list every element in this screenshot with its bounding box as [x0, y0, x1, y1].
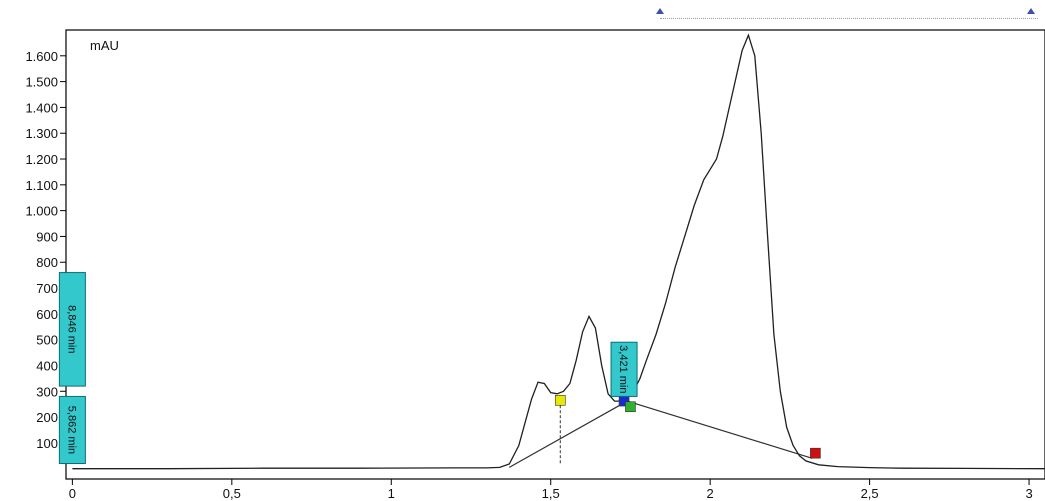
peak-labels[interactable]: 8,846 min 5,862 min 3,421 min	[58, 272, 638, 465]
y-tick-label: 500	[36, 333, 58, 348]
peak-markers	[554, 394, 821, 464]
peak-label-box[interactable]: 8,846 min	[58, 272, 86, 387]
y-tick-label: 1.100	[25, 178, 58, 193]
x-tick-label: 3	[1025, 486, 1032, 501]
peak-label-text: 3,421 min	[617, 345, 629, 393]
y-tick-label: 200	[36, 410, 58, 425]
plot-frame	[65, 29, 1045, 480]
top-strip	[0, 0, 1045, 30]
x-tick-label: 2	[707, 486, 714, 501]
x-axis: 0 0,5 1 1,5 2 2,5 3	[69, 479, 1033, 501]
y-tick-label: 100	[36, 436, 58, 451]
peak-label-box[interactable]: 5,862 min	[58, 395, 86, 465]
x-tick-label: 2,5	[861, 486, 879, 501]
y-tick-label: 1.500	[25, 75, 58, 90]
baseline-segment	[627, 400, 813, 459]
time-range-scrollbar[interactable]	[660, 10, 1038, 19]
x-tick-label: 0	[69, 486, 76, 501]
y-tick-label: 900	[36, 229, 58, 244]
x-tick-label: 0,5	[223, 486, 241, 501]
peak-marker[interactable]	[625, 401, 636, 413]
y-tick-label: 1.600	[25, 49, 58, 64]
x-tick-label: 1,5	[542, 486, 560, 501]
y-unit-label: mAU	[90, 38, 119, 53]
scroll-right-triangle-icon[interactable]	[1027, 8, 1035, 14]
y-tick-label: 800	[36, 255, 58, 270]
y-tick-label: 1.300	[25, 126, 58, 141]
y-tick-label: 300	[36, 384, 58, 399]
peak-label-text: 5,862 min	[65, 406, 77, 454]
chromatogram-trace	[72, 33, 1045, 470]
y-tick-label: 400	[36, 358, 58, 373]
peak-marker[interactable]	[554, 394, 566, 406]
peak-marker[interactable]	[810, 447, 821, 459]
scroll-left-triangle-icon[interactable]	[656, 8, 664, 14]
y-tick-label: 600	[36, 307, 58, 322]
y-tick-label: 700	[36, 281, 58, 296]
y-tick-label: 1.000	[25, 204, 58, 219]
x-tick-label: 1	[388, 486, 395, 501]
integration-baselines	[508, 400, 813, 468]
y-tick-label: 1.400	[25, 100, 58, 115]
y-axis: 100 200 300 400 500 600 700 800 900 1.000 1.100 1.2…	[25, 49, 66, 451]
peak-label-box[interactable]: 3,421 min	[610, 341, 638, 397]
peak-label-text: 8,846 min	[65, 305, 77, 353]
baseline-segment	[508, 400, 628, 468]
y-tick-label: 1.200	[25, 152, 58, 167]
